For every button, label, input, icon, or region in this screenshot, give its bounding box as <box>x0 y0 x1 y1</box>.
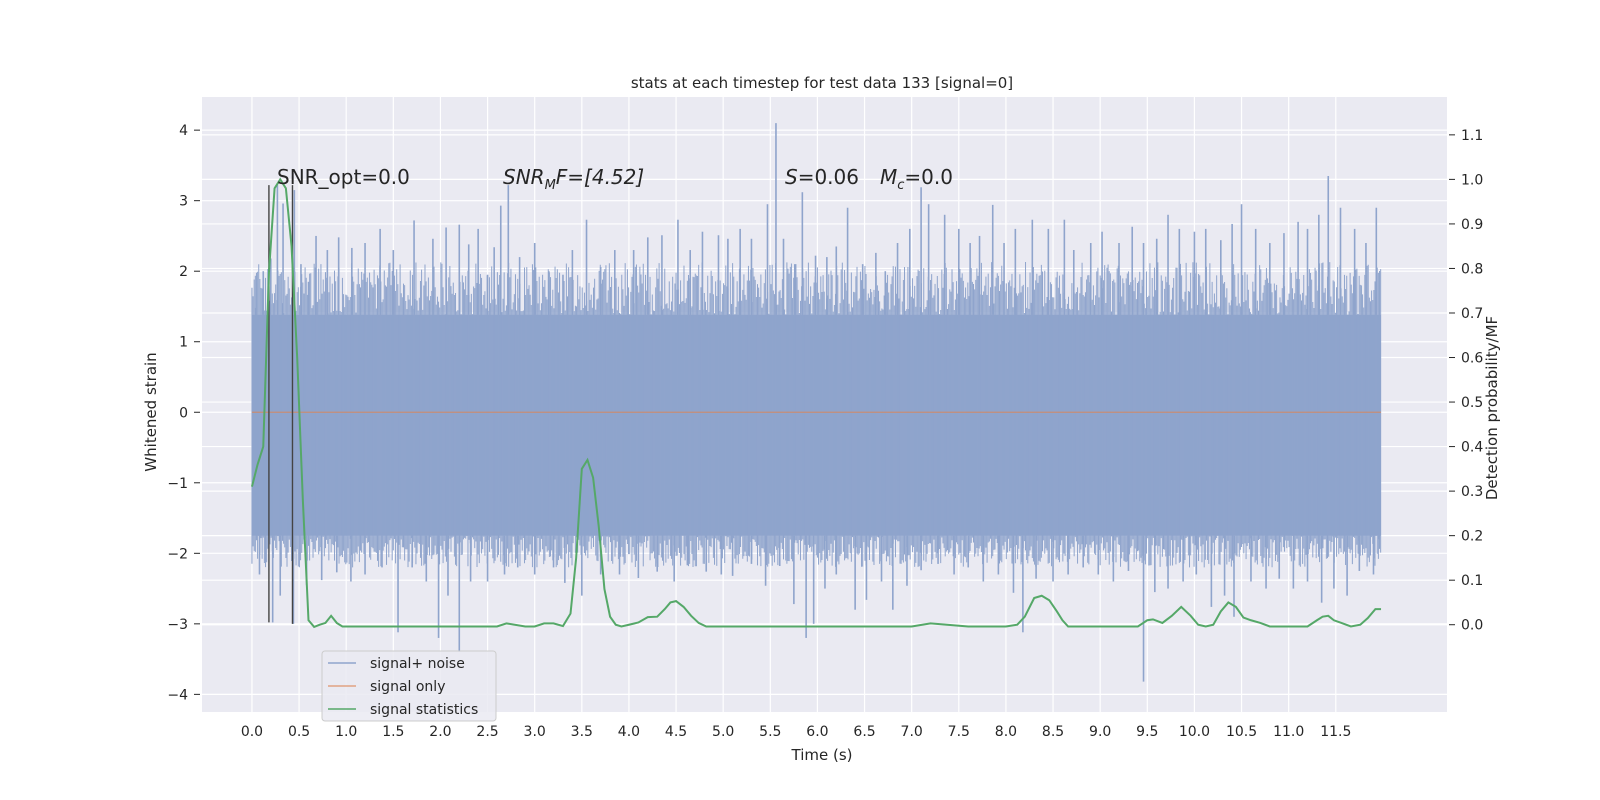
x-tick-label: 6.0 <box>806 724 828 740</box>
legend: signal+ noise signal only signal statist… <box>321 650 497 722</box>
y-right-tick-label: 0.0 <box>1461 618 1483 634</box>
y-left-tick-label: −1 <box>167 476 188 492</box>
x-tick-label: 2.0 <box>429 724 451 740</box>
y-axis-left-label: Whitened strain <box>142 352 160 471</box>
x-tick-label: 7.0 <box>901 724 923 740</box>
y-axis-right-label: Detection probability/MF <box>1483 316 1501 500</box>
x-tick-label: 10.0 <box>1179 724 1210 740</box>
y-right-tick-label: 1.1 <box>1461 128 1483 144</box>
annotation-mc-symbol: M <box>880 165 897 189</box>
x-tick-label: 0.5 <box>288 724 310 740</box>
y-left-tick-label: −4 <box>167 687 188 703</box>
y-right-tick-label: 0.9 <box>1461 217 1483 233</box>
legend-label-signal-only: signal only <box>370 679 445 695</box>
annotation-snr-mf-symbol: SNR <box>503 165 545 189</box>
y-right-tick-label: 0.6 <box>1461 351 1483 367</box>
annotation-snr-opt: SNR_opt=0.0 <box>277 165 410 189</box>
y-right-tick-label: 0.1 <box>1461 573 1483 589</box>
x-tick-label: 8.5 <box>1042 724 1064 740</box>
x-tick-label: 3.0 <box>524 724 546 740</box>
y-right-tick-label: 1.0 <box>1461 172 1483 188</box>
x-tick-label: 1.5 <box>382 724 404 740</box>
y-right-tick-label: 0.5 <box>1461 395 1483 411</box>
legend-label-signal-statistics: signal statistics <box>370 702 478 718</box>
annotation-snr-mf: SNRMF=[4.52] <box>503 165 644 193</box>
legend-box <box>321 650 497 722</box>
y-left-tick-label: 1 <box>179 335 188 351</box>
y-left-tick-label: 2 <box>179 264 188 280</box>
x-tick-label: 9.5 <box>1136 724 1158 740</box>
data-traces <box>250 123 1382 682</box>
y-left-tick-label: 4 <box>179 123 188 139</box>
y-right-tick-label: 0.8 <box>1461 261 1483 277</box>
x-tick-label: 6.5 <box>853 724 875 740</box>
axis-ticks: 0.0 0.5 1.0 1.5 2.0 2.5 3.0 3.5 4.0 4.5 5.0 5.5 6.0 6… <box>167 123 1483 740</box>
annotation-mc-value: =0.0 <box>904 165 953 189</box>
x-tick-label: 4.5 <box>665 724 687 740</box>
y-right-tick-label: 0.7 <box>1461 306 1483 322</box>
x-tick-label: 11.5 <box>1320 724 1351 740</box>
x-tick-label: 10.5 <box>1226 724 1257 740</box>
x-tick-label: 9.0 <box>1089 724 1111 740</box>
x-tick-label: 8.0 <box>995 724 1017 740</box>
annotation-snr-mf-value: F=[4.52] <box>556 165 644 189</box>
annotation-s-symbol: S <box>785 165 798 189</box>
annotation-mc: Mc=0.0 <box>880 165 953 193</box>
x-tick-label: 5.5 <box>759 724 781 740</box>
legend-label-signal-noise: signal+ noise <box>370 656 465 672</box>
x-tick-label: 11.0 <box>1273 724 1304 740</box>
annotation-s-value: =0.06 <box>798 165 859 189</box>
x-tick-label: 7.5 <box>948 724 970 740</box>
annotation-s: S=0.06 <box>785 165 859 189</box>
x-tick-label: 0.0 <box>241 724 263 740</box>
x-tick-label: 5.0 <box>712 724 734 740</box>
signal-statistics-line <box>250 177 1382 629</box>
y-left-tick-label: 3 <box>179 194 188 210</box>
x-tick-label: 2.5 <box>476 724 498 740</box>
y-right-tick-label: 0.4 <box>1461 440 1483 456</box>
x-axis-label: Time (s) <box>791 746 853 764</box>
annotation-mc-subscript: c <box>897 178 904 193</box>
y-left-tick-label: −3 <box>167 617 188 633</box>
x-tick-label: 4.0 <box>618 724 640 740</box>
y-left-tick-label: −2 <box>167 546 188 562</box>
y-right-tick-label: 0.2 <box>1461 529 1483 545</box>
x-tick-label: 1.0 <box>335 724 357 740</box>
y-right-tick-label: 0.3 <box>1461 484 1483 500</box>
x-tick-label: 3.5 <box>571 724 593 740</box>
chart-title: stats at each timestep for test data 133… <box>631 74 1013 92</box>
y-left-tick-label: 0 <box>179 405 188 421</box>
annotation-snr-mf-subscript: M <box>545 178 556 193</box>
